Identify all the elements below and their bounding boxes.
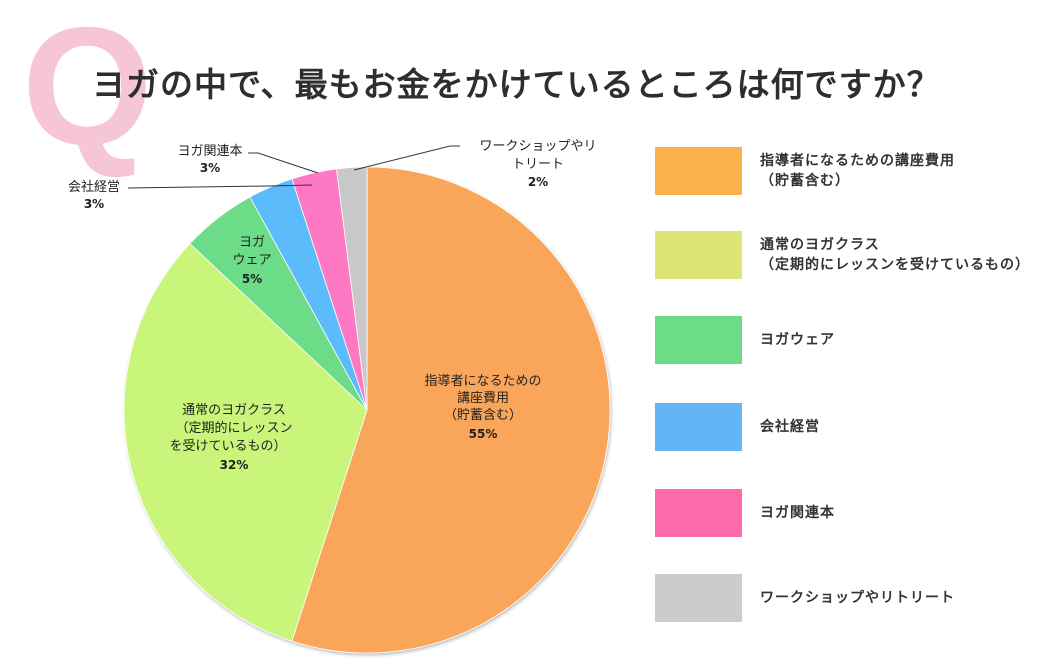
- slice-label-wear: ヨガ ウェア 5%: [232, 235, 271, 286]
- legend-swatch: [655, 403, 742, 451]
- legend-item-classes: 通常のヨガクラス （定期的にレッスンを受けているもの）: [655, 231, 1035, 281]
- leader-line-workshop: [353, 145, 460, 171]
- legend-label: 通常のヨガクラス: [760, 237, 880, 253]
- legend-item-books: ヨガ関連本: [655, 489, 1035, 539]
- svg-text:ヨガ関連本: ヨガ関連本: [177, 144, 242, 159]
- svg-text:トリート: トリート: [512, 157, 564, 172]
- legend-swatch: [655, 489, 742, 537]
- svg-text:通常のヨガクラス: 通常のヨガクラス: [182, 403, 286, 418]
- svg-text:（定期的にレッスン: （定期的にレッスン: [175, 420, 292, 436]
- legend-item-business: 会社経営: [655, 403, 1035, 453]
- slice-label-workshop: ワークショップやリ トリート 2%: [479, 139, 596, 189]
- legend-label: ワークショップやリトリート: [760, 590, 955, 606]
- legend-item-instructor: 指導者になるための講座費用 （貯蓄含む）: [655, 147, 1035, 197]
- svg-text:5%: 5%: [242, 272, 262, 286]
- svg-text:ワークショップやリ: ワークショップやリ: [479, 139, 596, 154]
- pie-slices: [123, 166, 611, 654]
- svg-text:講座費用: 講座費用: [457, 390, 509, 406]
- svg-text:3%: 3%: [84, 197, 104, 211]
- q-mark-decoration: Q: [22, 0, 153, 180]
- legend-label: 会社経営: [760, 419, 820, 435]
- pie-slice-instructor: [291, 166, 611, 654]
- svg-text:32%: 32%: [220, 458, 249, 472]
- legend-swatch: [655, 147, 742, 195]
- legend-label-sub: （貯蓄含む）: [760, 173, 850, 189]
- svg-text:会社経営: 会社経営: [68, 179, 120, 195]
- legend-label-sub: （定期的にレッスンを受けているもの）: [760, 257, 1030, 273]
- legend-item-wear: ヨガウェア: [655, 316, 1035, 366]
- legend-label: ヨガウェア: [760, 332, 835, 348]
- legend-swatch: [655, 316, 742, 364]
- legend-item-workshop: ワークショップやリトリート: [655, 574, 1035, 624]
- legend-swatch: [655, 231, 742, 279]
- legend-label: ヨガ関連本: [760, 505, 835, 521]
- svg-text:を受けているもの）: を受けているもの）: [169, 439, 286, 454]
- slice-label-classes: 通常のヨガクラス （定期的にレッスン を受けているもの） 32%: [169, 403, 292, 472]
- svg-text:2%: 2%: [528, 175, 548, 189]
- leader-line-business: [127, 184, 313, 189]
- svg-text:指導者になるための: 指導者になるための: [424, 374, 541, 389]
- svg-text:（貯蓄含む）: （貯蓄含む）: [444, 407, 522, 423]
- legend-label: 指導者になるための講座費用: [760, 153, 955, 169]
- chart-title: ヨガの中で、最もお金をかけているところは何ですか？: [92, 65, 941, 104]
- slice-label-books: ヨガ関連本 3%: [177, 144, 242, 175]
- slice-label-instructor: 指導者になるための 講座費用 （貯蓄含む） 55%: [424, 374, 541, 441]
- slice-label-business: 会社経営 3%: [68, 179, 120, 211]
- leader-line-books: [248, 152, 319, 174]
- svg-text:55%: 55%: [469, 427, 498, 441]
- pie-slice-classes: [123, 243, 368, 642]
- svg-text:ウェア: ウェア: [232, 253, 271, 268]
- svg-text:ヨガ: ヨガ: [239, 235, 265, 250]
- svg-text:3%: 3%: [200, 161, 220, 175]
- legend-swatch: [655, 574, 742, 622]
